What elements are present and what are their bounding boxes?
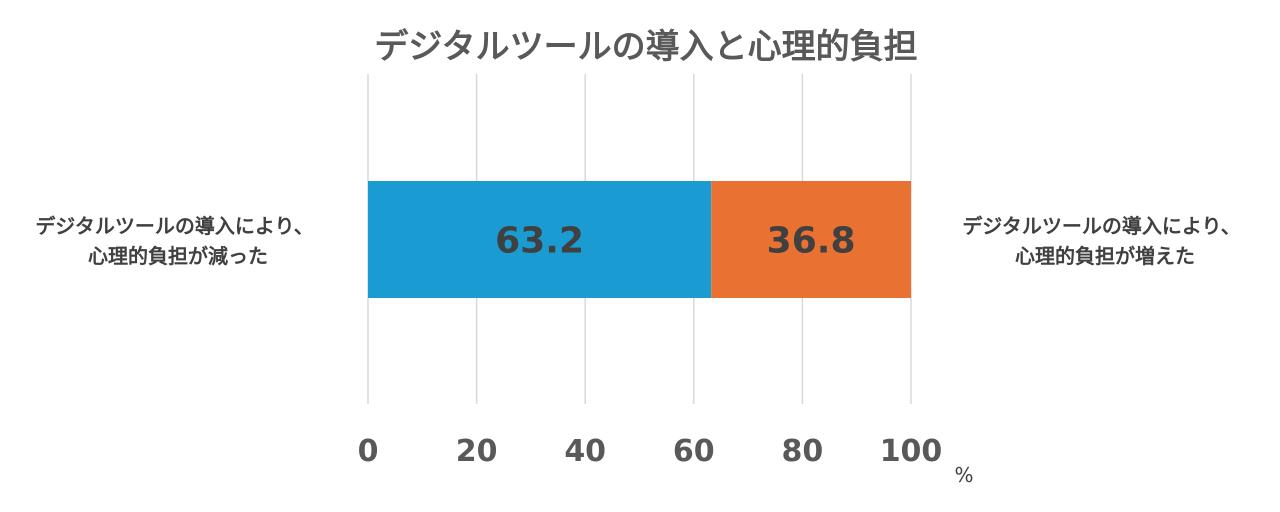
right-series-label-line-2: 心理的負担が増えた [1015,244,1195,268]
x-tick-label: 80 [782,434,824,469]
x-tick-label: 100 [880,434,943,469]
bar-segment [368,181,712,298]
left-series-label-line-2: 心理的負担が減った [88,244,268,268]
x-tick-label: 40 [564,434,606,469]
x-axis-tick-labels: 0 20 40 60 80 100 [358,434,943,469]
unit-label: % [954,463,973,487]
bar-value-label: 36.8 [767,221,856,262]
data-labels: 63.2 36.8 [495,221,855,262]
x-tick-label: 0 [358,434,379,469]
bar-segment [711,181,911,298]
x-tick-label: 60 [673,434,715,469]
bar-value-label: 63.2 [495,221,584,262]
left-series-label: デジタルツールの導入により、 心理的負担が減った [35,214,320,268]
bar-segments [368,181,911,298]
right-series-label-line-1: デジタルツールの導入により、 [962,214,1240,238]
right-series-label: デジタルツールの導入により、 心理的負担が増えた [962,214,1247,268]
left-series-label-line-1: デジタルツールの導入により、 [35,214,313,238]
chart-title: デジタルツールの導入と心理的負担 [374,27,917,67]
x-tick-label: 20 [456,434,498,469]
